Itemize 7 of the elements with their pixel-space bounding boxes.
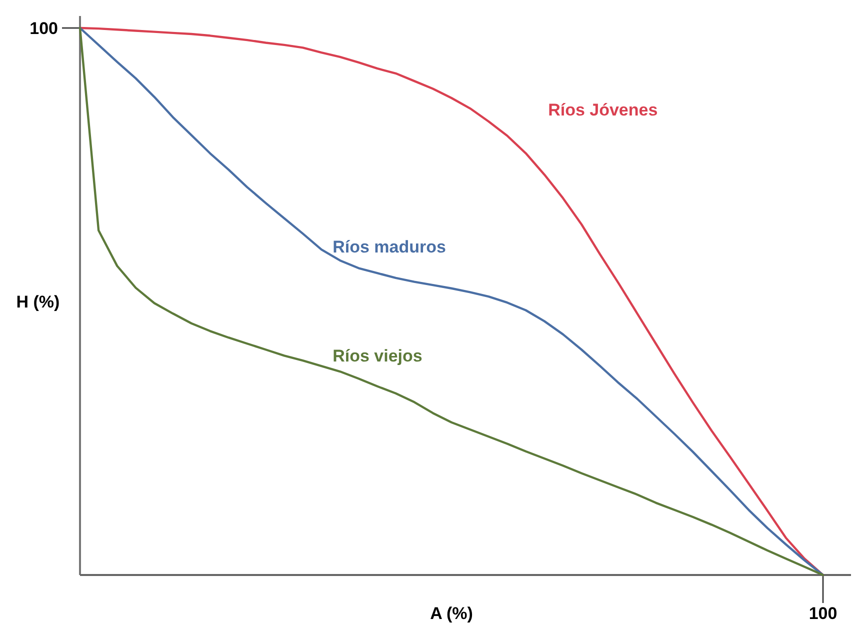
text: 100 [30,18,58,38]
x-axis-title: A (%) [430,604,473,623]
series-label: Ríos viejos [332,346,422,366]
series-label: Ríos maduros [332,237,446,256]
text: 100 [808,604,838,623]
y-axis-title: H (%) [16,292,60,312]
text: Ríos Jóvenes [548,100,658,120]
